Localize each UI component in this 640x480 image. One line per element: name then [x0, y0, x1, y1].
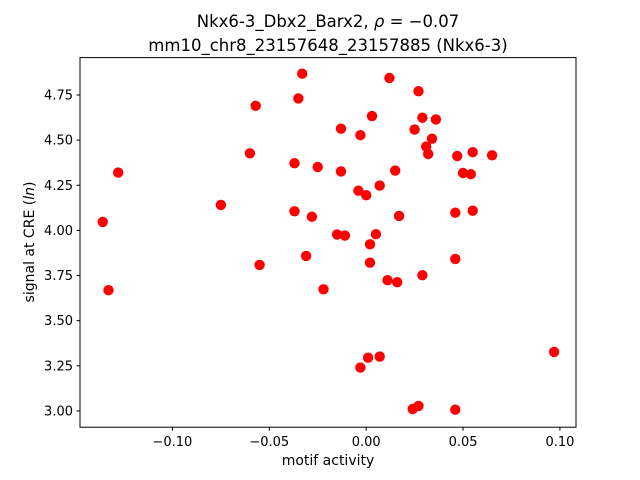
x-tick-label: −0.10 [152, 435, 192, 450]
y-tick-label: 3.50 [44, 314, 73, 329]
scatter-point [215, 199, 227, 211]
scatter-point [289, 206, 300, 217]
title-gene-names: Nkx6-3_Dbx2_Barx2, [196, 12, 374, 31]
scatter-point [417, 270, 428, 281]
scatter-point [409, 124, 420, 135]
scatter-point [390, 165, 401, 176]
scatter-point [364, 239, 376, 250]
x-tick-label: 0.05 [449, 435, 478, 450]
scatter-point [113, 167, 124, 178]
x-tick-label: −0.05 [249, 435, 289, 450]
title-correlation-value: = −0.07 [384, 12, 460, 31]
chart-title: Nkx6-3_Dbx2_Barx2, ρ = −0.07 mm10_chr8_2… [80, 10, 576, 57]
y-tick-label: 4.50 [44, 134, 73, 149]
axes-frame [79, 57, 577, 428]
scatter-point [306, 211, 318, 222]
y-tick-label: 3.00 [44, 404, 73, 419]
scatter-point [103, 285, 114, 296]
scatter-point [423, 148, 434, 160]
scatter-point [339, 230, 351, 241]
scatter-point [335, 123, 347, 134]
scatter-point [293, 93, 304, 104]
scatter-point [364, 257, 376, 268]
scatter-point [355, 130, 366, 141]
scatter-point [452, 150, 463, 162]
scatter-point [335, 166, 347, 177]
scatter-point [353, 185, 364, 196]
scatter-point [548, 346, 560, 358]
y-tick-label: 4.00 [44, 224, 73, 239]
scatter-point [244, 148, 256, 159]
scatter-point [457, 167, 469, 179]
scatter-point [467, 147, 478, 158]
scatter-point [486, 150, 498, 161]
x-axis-label: motif activity [281, 453, 375, 469]
x-tick-label: 0.00 [352, 435, 381, 450]
scatter-point [382, 275, 393, 286]
scatter-point [417, 112, 428, 123]
scatter-point [465, 169, 476, 180]
scatter-point [374, 351, 385, 362]
y-axis-label: signal at CRE (ln) [22, 181, 38, 303]
scatter-point [289, 158, 300, 169]
scatter-point [430, 114, 442, 125]
y-tick-label: 4.75 [44, 88, 73, 103]
scatter-point [318, 284, 329, 295]
scatter-point [97, 216, 108, 228]
y-tick-label: 4.25 [44, 179, 73, 194]
y-tick-label: 3.25 [44, 359, 73, 374]
scatter-point [426, 133, 438, 144]
scatter-point [250, 100, 261, 112]
scatter-point [450, 404, 461, 415]
scatter-point [374, 180, 385, 191]
scatter-point [392, 277, 403, 288]
y-tick-label: 3.75 [44, 269, 73, 284]
scatter-point [467, 205, 478, 216]
scatter-point [300, 250, 312, 262]
chart-title-line1: Nkx6-3_Dbx2_Barx2, ρ = −0.07 [80, 10, 576, 34]
scatter-point [384, 72, 395, 84]
scatter-point [450, 253, 461, 265]
scatter-point [355, 362, 366, 373]
scatter-point [331, 229, 343, 240]
scatter-point [366, 110, 378, 122]
scatter-point [254, 259, 265, 271]
scatter-point [413, 86, 424, 97]
scatter-point [450, 207, 461, 218]
title-rho-symbol: ρ [373, 12, 385, 31]
chart-title-line2-locus: mm10_chr8_23157648_23157885 (Nkx6-3) [148, 35, 508, 55]
scatter-point [361, 190, 372, 201]
scatter-point [370, 229, 382, 240]
x-tick-label: 0.10 [545, 435, 574, 450]
scatter-point [362, 352, 374, 363]
scatter-point [393, 210, 405, 222]
scatter-point [413, 400, 424, 412]
scatter-point [312, 161, 323, 173]
scatter-point [297, 68, 308, 79]
